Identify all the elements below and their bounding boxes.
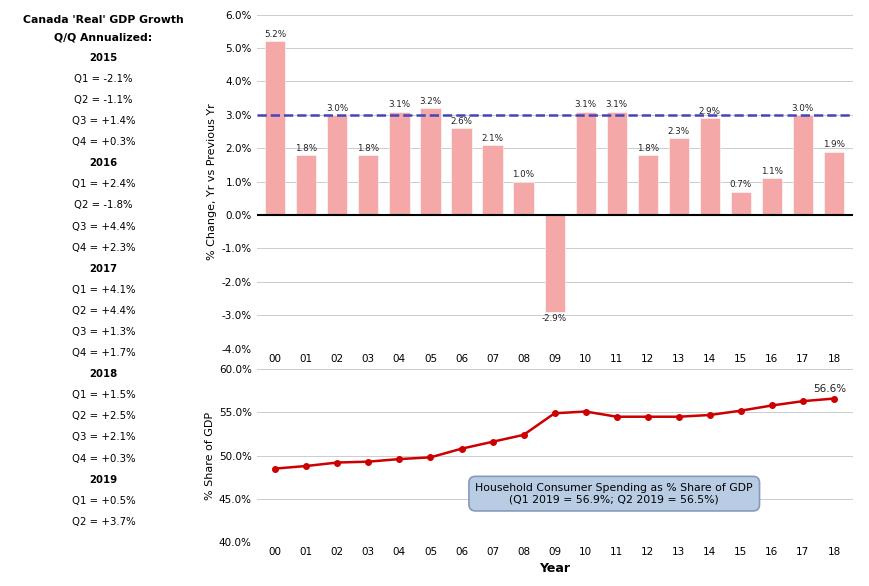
Bar [451,128,471,215]
Bar [699,118,719,215]
Text: 2.9%: 2.9% [698,107,720,116]
Bar [637,155,657,215]
Text: Q2 = +4.4%: Q2 = +4.4% [72,306,135,316]
Text: 5.2%: 5.2% [264,30,286,39]
Text: -2.9%: -2.9% [541,314,567,323]
Text: 2.1%: 2.1% [481,134,503,142]
Text: 1.1%: 1.1% [760,167,782,176]
Bar [420,108,440,215]
Text: 56.6%: 56.6% [812,384,845,394]
X-axis label: Year: Year [539,563,569,575]
Text: Q4 = +0.3%: Q4 = +0.3% [72,454,135,464]
Text: Q2 = +3.7%: Q2 = +3.7% [71,517,136,527]
Text: 2016: 2016 [90,158,117,168]
Text: Q2 = -1.8%: Q2 = -1.8% [74,200,133,210]
Y-axis label: % Share of GDP: % Share of GDP [204,411,215,500]
Text: Q2 = +2.5%: Q2 = +2.5% [71,411,136,421]
Text: Q4 = +0.3%: Q4 = +0.3% [72,137,135,147]
Bar [761,178,781,215]
Text: 2.6%: 2.6% [450,117,472,126]
Bar [358,155,378,215]
Text: 2015: 2015 [90,53,117,63]
Text: 1.9%: 1.9% [822,140,844,149]
Text: Q3 = +4.4%: Q3 = +4.4% [72,222,135,231]
Bar [295,155,316,215]
Bar [730,192,750,215]
Bar [389,111,409,215]
Text: Q1 = +1.5%: Q1 = +1.5% [71,390,136,400]
Text: 2018: 2018 [90,369,117,379]
Bar [265,42,285,215]
Text: 2.3%: 2.3% [667,127,689,136]
Text: Q3 = +1.4%: Q3 = +1.4% [72,116,135,126]
Y-axis label: % Change, Yr vs Previous Yr: % Change, Yr vs Previous Yr [208,103,217,260]
Text: Canada 'Real' GDP Growth: Canada 'Real' GDP Growth [23,15,183,25]
Bar [513,182,533,215]
Bar [575,111,595,215]
Text: 2019: 2019 [90,475,117,485]
Bar [668,138,688,215]
Text: 3.2%: 3.2% [419,97,441,106]
Text: 0.7%: 0.7% [729,180,751,189]
Text: Q/Q Annualized:: Q/Q Annualized: [55,32,152,42]
Text: 3.1%: 3.1% [388,100,410,109]
Text: 3.0%: 3.0% [791,104,813,113]
Bar [792,115,813,215]
Text: Q1 = +2.4%: Q1 = +2.4% [72,179,135,189]
Text: Q3 = +2.1%: Q3 = +2.1% [72,432,135,442]
Text: Q4 = +2.3%: Q4 = +2.3% [72,243,135,253]
Text: Q1 = +0.5%: Q1 = +0.5% [71,496,136,506]
Text: 1.8%: 1.8% [357,144,379,152]
Text: 2017: 2017 [90,264,117,274]
Text: Household Consumer Spending as % Share of GDP
(Q1 2019 = 56.9%; Q2 2019 = 56.5%): Household Consumer Spending as % Share o… [474,483,753,505]
Text: 1.8%: 1.8% [295,144,317,152]
Text: Q4 = +1.7%: Q4 = +1.7% [71,348,136,358]
Text: 3.1%: 3.1% [605,100,627,109]
Bar [606,111,626,215]
Bar [327,115,347,215]
Bar [823,152,843,215]
Text: Q2 = -1.1%: Q2 = -1.1% [74,95,133,105]
Text: Q1 = +4.1%: Q1 = +4.1% [72,285,135,295]
Text: 3.0%: 3.0% [326,104,348,113]
Text: 3.1%: 3.1% [574,100,596,109]
Bar [544,215,564,312]
Text: Q1 = -2.1%: Q1 = -2.1% [74,74,133,84]
Bar [482,145,502,215]
Text: 1.0%: 1.0% [512,171,534,179]
Text: 1.8%: 1.8% [636,144,658,152]
Text: Q3 = +1.3%: Q3 = +1.3% [72,327,135,337]
